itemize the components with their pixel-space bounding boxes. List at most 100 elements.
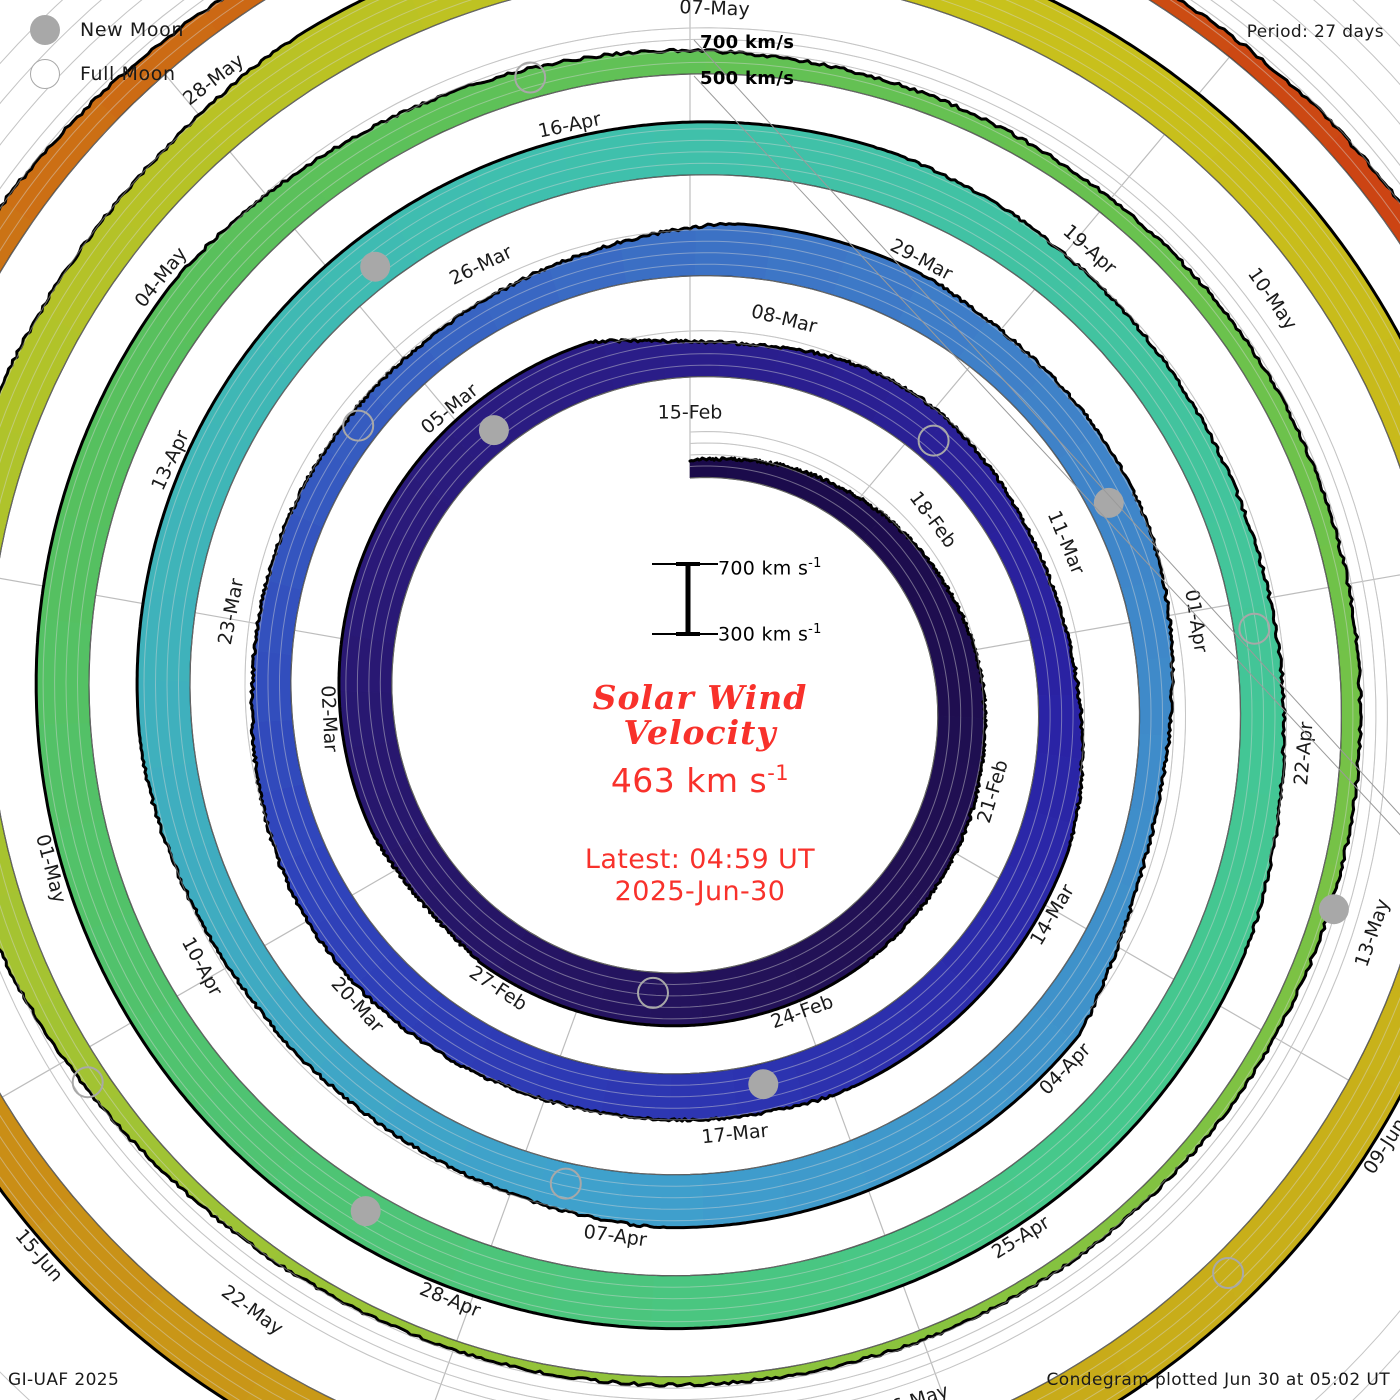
scale-leader-700: [693, 39, 1400, 816]
credit-left: GI-UAF 2025: [8, 1370, 120, 1390]
scale-bar-top-exp: -1: [808, 556, 822, 571]
credit-right: Condegram plotted Jun 30 at 05:02 UT: [1046, 1370, 1390, 1390]
scale-bar-bottom-exp: -1: [808, 622, 822, 637]
velocity-band-segment: [37, 722, 105, 831]
spiral-date-label: 01-Apr: [1180, 588, 1212, 654]
velocity-band-segment: [182, 1177, 280, 1261]
velocity-band-segment: [650, 1270, 754, 1329]
scale-callout-500: 500 km/s: [700, 68, 795, 89]
full-moon-marker: [514, 61, 547, 94]
current-velocity-value: 463 km s-1: [430, 761, 970, 800]
spiral-date-label: 23-Mar: [214, 577, 248, 647]
velocity-band-segment: [1206, 1171, 1332, 1304]
full-moon-marker: [1212, 1257, 1245, 1289]
velocity-band-segment: [483, 266, 561, 331]
full-moon-marker: [637, 976, 669, 1009]
velocity-band-segment: [1168, 424, 1247, 526]
spiral-date-label: 02-Mar: [316, 685, 341, 753]
velocity-band-segment: [695, 223, 775, 281]
velocity-band-segment: [0, 310, 82, 440]
velocity-band-segment: [99, 1092, 194, 1189]
moon-markers: [71, 61, 1349, 1289]
center-info-block: 700 km s-1 300 km s-1 Solar Wind Velocit…: [430, 550, 970, 908]
scale-bar-bottom-label: 300 km s-1: [718, 622, 822, 645]
latest-time: Latest: 04:59 UT: [584, 843, 816, 875]
moon-phase-legend: New Moon Full Moon: [22, 8, 322, 96]
scale-bar-top-label: 700 km s-1: [718, 556, 822, 579]
spiral-date-label: 17-Mar: [701, 1120, 770, 1149]
velocity-band-segment: [1235, 699, 1286, 798]
full-moon-marker: [917, 424, 950, 457]
radial-scale-bar: 700 km s-1 300 km s-1: [430, 550, 970, 655]
spiral-date-label: 13-May: [1351, 896, 1394, 970]
velocity-band-segment: [1101, 1147, 1189, 1235]
day-spoke: [911, 827, 1350, 1081]
velocity-band-segment: [668, 1069, 738, 1122]
velocity-band-segment: [1231, 344, 1302, 448]
latest-timestamp: Latest: 04:59 UT 2025-Jun-30: [430, 844, 970, 908]
velocity-band-segment: [648, 971, 703, 1027]
velocity-exp: -1: [767, 760, 790, 785]
velocity-band-segment: [662, 339, 722, 380]
velocity-band-segment: [303, 115, 414, 203]
title-line-1: Solar Wind: [592, 678, 808, 717]
velocity-band-segment: [807, 1332, 918, 1373]
spiral-date-label: 15-Feb: [658, 402, 723, 424]
day-spoke: [434, 961, 596, 1400]
legend-item-new-moon: New Moon: [22, 8, 322, 52]
spiral-date-label: 26-Mar: [446, 241, 516, 290]
legend-label-new-moon: New Moon: [80, 19, 184, 41]
spiral-date-label: 07-May: [679, 0, 750, 21]
scale-leader-500: [693, 75, 1400, 836]
full-moon-marker: [1238, 612, 1271, 645]
velocity-band-segment: [1283, 439, 1341, 548]
full-moon-marker: [549, 1167, 582, 1200]
scale-bar-icon: [652, 562, 718, 636]
spiral-date-label: 22-May: [217, 1281, 287, 1340]
velocity-band-segment: [39, 512, 111, 625]
velocity-band-segment: [1230, 603, 1285, 701]
velocity-band-segment: [476, 1347, 589, 1379]
velocity-band-segment: [4, 97, 118, 223]
period-note: Period: 27 days: [1246, 22, 1384, 42]
new-moon-marker: [1093, 487, 1124, 518]
new-moon-marker: [350, 1196, 381, 1227]
velocity-band-segment: [0, 889, 62, 1010]
new-moon-marker: [748, 1069, 779, 1100]
new-moon-icon: [30, 15, 60, 45]
scale-bar-bottom-text: 300 km s: [718, 623, 809, 646]
latest-date: 2025-Jun-30: [614, 875, 786, 907]
full-moon-marker: [342, 409, 375, 442]
page-title: Solar Wind Velocity: [430, 678, 970, 752]
legend-item-full-moon: Full Moon: [22, 52, 322, 96]
title-line-2: Velocity: [623, 712, 777, 752]
spiral-date-label: 08-Mar: [749, 300, 819, 337]
scale-bar-top-text: 700 km s: [718, 557, 809, 580]
new-moon-marker: [360, 251, 391, 282]
velocity-number: 463 km s: [610, 760, 768, 800]
new-moon-marker: [478, 415, 509, 446]
legend-label-full-moon: Full Moon: [80, 63, 176, 85]
spiral-date-label: 11-Mar: [1043, 508, 1089, 578]
velocity-band-segment: [1202, 129, 1328, 257]
velocity-band-segment: [338, 633, 395, 693]
new-moon-marker: [1318, 894, 1349, 925]
full-moon-marker: [71, 1066, 104, 1099]
full-moon-icon: [30, 59, 60, 89]
velocity-band-segment: [0, 811, 20, 897]
scale-callout-700: 700 km/s: [700, 32, 795, 53]
scale-leader-lines: [693, 39, 1400, 836]
